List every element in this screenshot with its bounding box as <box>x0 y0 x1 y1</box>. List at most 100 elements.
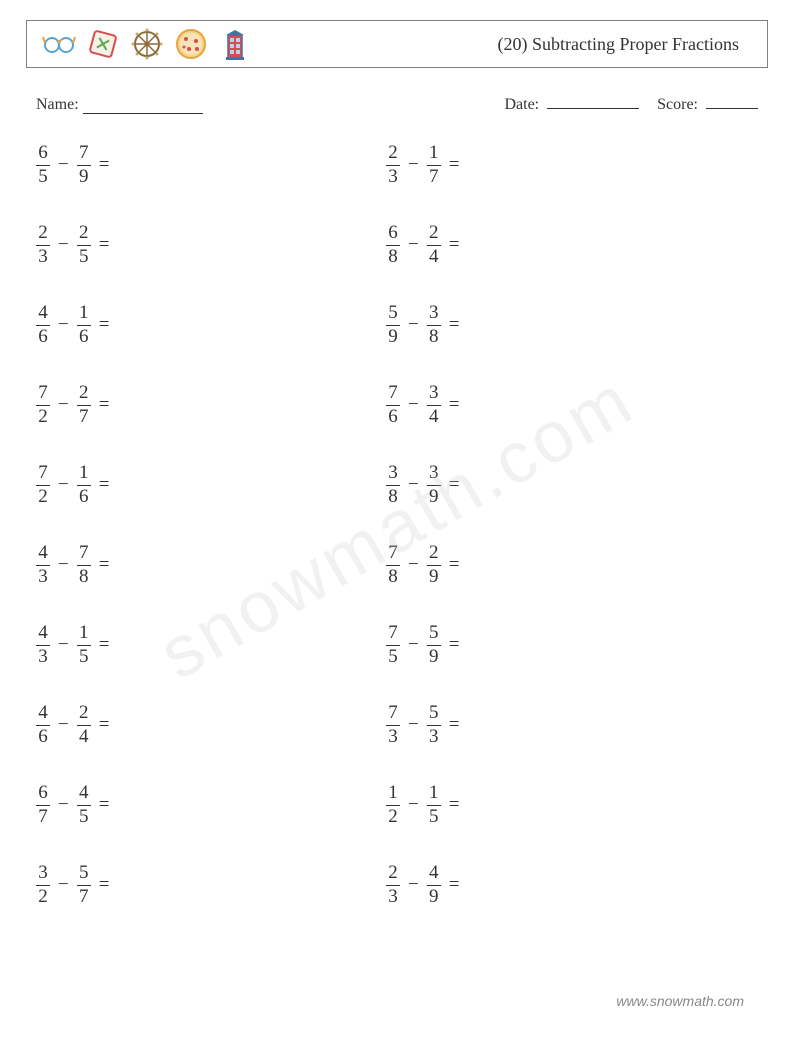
equals-sign: = <box>449 874 460 896</box>
denominator: 5 <box>77 807 91 828</box>
header-box: (20) Subtracting Proper Fractions <box>26 20 768 68</box>
footer-url: www.snowmath.com <box>616 993 744 1009</box>
numerator: 4 <box>36 543 50 564</box>
minus-operator: − <box>58 394 69 416</box>
problem: 72−27= <box>36 382 386 428</box>
fraction-a: 72 <box>36 463 50 508</box>
denominator: 3 <box>36 647 50 668</box>
fraction-a: 65 <box>36 143 50 188</box>
problem: 43−15= <box>36 622 386 668</box>
problem: 76−34= <box>386 382 736 428</box>
numerator: 6 <box>36 143 50 164</box>
name-field: Name: <box>36 96 203 114</box>
numerator: 1 <box>77 463 91 484</box>
fraction-a: 23 <box>386 863 400 908</box>
minus-operator: − <box>408 314 419 336</box>
info-row: Name: Date: Score: <box>36 96 758 114</box>
numerator: 7 <box>386 623 400 644</box>
numerator: 2 <box>36 223 50 244</box>
numerator: 2 <box>77 223 91 244</box>
numerator: 1 <box>386 783 400 804</box>
fraction-b: 59 <box>427 623 441 668</box>
name-label: Name: <box>36 96 79 114</box>
denominator: 9 <box>427 887 441 908</box>
fraction-a: 73 <box>386 703 400 748</box>
fraction-b: 15 <box>77 623 91 668</box>
numerator: 3 <box>427 463 441 484</box>
problems-column-2: 23−17=68−24=59−38=76−34=38−39=78−29=75−5… <box>386 142 736 908</box>
denominator: 5 <box>427 807 441 828</box>
denominator: 9 <box>427 567 441 588</box>
fraction-b: 16 <box>77 303 91 348</box>
minus-operator: − <box>58 714 69 736</box>
problems-area: 65−79=23−25=46−16=72−27=72−16=43−78=43−1… <box>26 142 768 908</box>
minus-operator: − <box>408 554 419 576</box>
numerator: 4 <box>36 623 50 644</box>
numerator: 1 <box>77 303 91 324</box>
minus-operator: − <box>408 154 419 176</box>
fraction-b: 45 <box>77 783 91 828</box>
equals-sign: = <box>99 394 110 416</box>
problem: 46−24= <box>36 702 386 748</box>
ticket-icon <box>85 26 121 62</box>
fraction-b: 53 <box>427 703 441 748</box>
date-label: Date: <box>504 96 539 113</box>
numerator: 7 <box>77 143 91 164</box>
denominator: 6 <box>77 327 91 348</box>
fraction-b: 17 <box>427 143 441 188</box>
denominator: 2 <box>36 487 50 508</box>
minus-operator: − <box>408 874 419 896</box>
fraction-a: 38 <box>386 463 400 508</box>
fraction-a: 67 <box>36 783 50 828</box>
fraction-a: 23 <box>36 223 50 268</box>
fraction-b: 24 <box>427 223 441 268</box>
equals-sign: = <box>449 314 460 336</box>
booth-icon <box>217 26 253 62</box>
problem: 46−16= <box>36 302 386 348</box>
fraction-b: 34 <box>427 383 441 428</box>
header-icons <box>41 26 253 62</box>
denominator: 8 <box>386 487 400 508</box>
fraction-b: 39 <box>427 463 441 508</box>
equals-sign: = <box>99 554 110 576</box>
numerator: 5 <box>77 863 91 884</box>
problem: 59−38= <box>386 302 736 348</box>
equals-sign: = <box>449 234 460 256</box>
date-blank[interactable] <box>547 108 639 109</box>
name-blank[interactable] <box>83 113 203 114</box>
denominator: 3 <box>386 727 400 748</box>
denominator: 5 <box>36 167 50 188</box>
minus-operator: − <box>58 314 69 336</box>
minus-operator: − <box>408 634 419 656</box>
problem: 12−15= <box>386 782 736 828</box>
minus-operator: − <box>58 154 69 176</box>
equals-sign: = <box>449 154 460 176</box>
score-blank[interactable] <box>706 108 758 109</box>
minus-operator: − <box>408 234 419 256</box>
problem: 38−39= <box>386 462 736 508</box>
numerator: 2 <box>386 863 400 884</box>
numerator: 3 <box>386 463 400 484</box>
numerator: 2 <box>77 383 91 404</box>
problem: 32−57= <box>36 862 386 908</box>
fraction-b: 27 <box>77 383 91 428</box>
equals-sign: = <box>99 154 110 176</box>
equals-sign: = <box>449 474 460 496</box>
denominator: 3 <box>36 567 50 588</box>
minus-operator: − <box>408 714 419 736</box>
denominator: 5 <box>386 647 400 668</box>
denominator: 5 <box>77 647 91 668</box>
fraction-b: 29 <box>427 543 441 588</box>
fraction-b: 57 <box>77 863 91 908</box>
denominator: 9 <box>427 487 441 508</box>
denominator: 2 <box>36 407 50 428</box>
denominator: 8 <box>77 567 91 588</box>
problem: 23−17= <box>386 142 736 188</box>
fraction-a: 76 <box>386 383 400 428</box>
score-label: Score: <box>657 96 698 113</box>
wheel-icon <box>129 26 165 62</box>
minus-operator: − <box>58 554 69 576</box>
denominator: 2 <box>36 887 50 908</box>
fraction-a: 59 <box>386 303 400 348</box>
numerator: 6 <box>386 223 400 244</box>
